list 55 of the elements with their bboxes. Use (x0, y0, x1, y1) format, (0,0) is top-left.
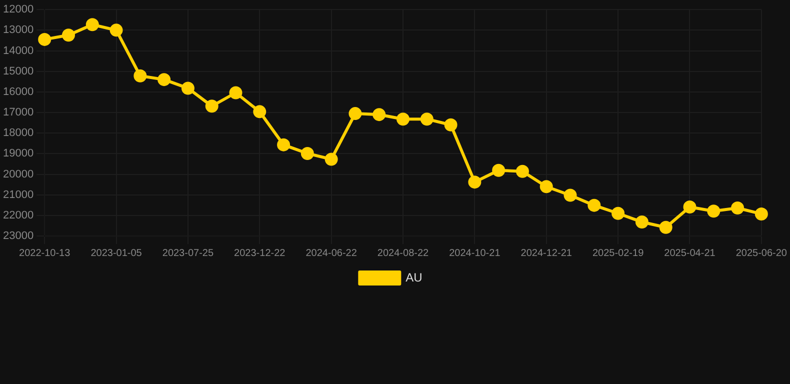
x-tick-label: 2024-08-22 (377, 248, 430, 259)
point (348, 107, 362, 120)
y-tick-label: 18000 (2, 127, 34, 140)
point (158, 73, 171, 86)
point (277, 138, 290, 152)
point (62, 28, 75, 42)
point (540, 180, 553, 194)
point (659, 220, 672, 234)
x-tick-label: 2025-06-20 (736, 248, 788, 259)
point (516, 164, 529, 178)
x-tick-label: 2024-12-21 (520, 248, 572, 259)
y-tick-label: 16000 (2, 86, 34, 98)
point (181, 82, 194, 95)
x-tick-label: 2023-12-22 (234, 248, 286, 259)
point (110, 24, 123, 37)
point (731, 202, 744, 215)
point (444, 118, 458, 132)
y-tick-label: 15000 (2, 65, 34, 78)
x-tick-label: 2023-01-05 (90, 248, 142, 259)
point (324, 152, 338, 166)
point (229, 86, 242, 100)
point (612, 206, 625, 220)
y-tick-label: 21000 (2, 188, 34, 201)
point (372, 108, 386, 122)
y-tick-label: 23000 (2, 230, 34, 242)
y-tick-label: 13000 (2, 24, 34, 36)
x-tick-label: 2024-10-21 (449, 248, 501, 259)
point (588, 198, 601, 212)
y-tick-label: 14000 (2, 44, 34, 57)
y-tick-label: 22000 (2, 209, 34, 222)
y-tick-label: 19000 (2, 148, 34, 160)
x-tick-label: 2025-02-19 (592, 248, 644, 259)
x-tick-label: 2025-04-21 (664, 248, 716, 259)
point (683, 200, 696, 214)
point (38, 32, 52, 46)
point (396, 112, 410, 126)
point (635, 216, 648, 229)
y-tick-label: 12000 (2, 4, 34, 16)
x-tick-label: 2023-07-25 (162, 248, 214, 259)
point (754, 207, 768, 220)
point (253, 105, 266, 118)
x-tick-label: 2024-06-22 (306, 248, 358, 259)
point (468, 176, 482, 189)
legend-label: AU (406, 270, 422, 284)
point (86, 18, 99, 32)
point (205, 100, 218, 113)
point (707, 204, 720, 218)
y-tick-label: 17000 (2, 106, 34, 119)
point (134, 69, 147, 82)
point (300, 146, 314, 160)
x-tick-label: 2022-10-13 (19, 248, 71, 259)
point (564, 188, 577, 202)
point (420, 112, 434, 126)
y-tick-label: 20000 (2, 168, 34, 180)
point (492, 164, 506, 177)
